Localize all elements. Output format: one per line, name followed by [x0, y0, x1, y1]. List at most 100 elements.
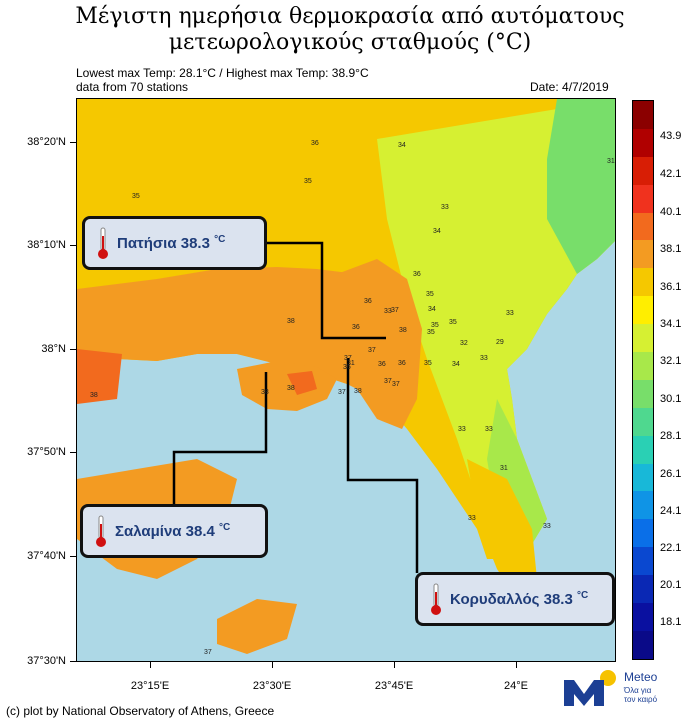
colorbar-cell — [633, 379, 653, 408]
land-hot-west — [77, 349, 122, 404]
colorbar-cell — [633, 575, 653, 604]
station-value: 36 — [311, 140, 319, 147]
colorbar-cell — [633, 463, 653, 492]
colorbar-label: 18.1 — [660, 616, 682, 628]
colorbar-label: 40.1 — [660, 206, 682, 218]
station-value: 35 — [449, 319, 457, 326]
callout-korydallos: Κορυδαλλός 38.3 °C — [415, 572, 615, 626]
colorbar-cell — [633, 296, 653, 325]
stations-count-text: data from 70 stations — [76, 80, 189, 94]
y-tick-3 — [70, 452, 76, 453]
station-value: 38 — [287, 385, 295, 392]
colorbar-label: 28.1 — [660, 430, 682, 442]
y-tick-4 — [70, 556, 76, 557]
colorbar-cell — [633, 352, 653, 380]
map-title-line1: Μέγιστη ημερήσια θερμοκρασία από αυτόματ… — [75, 4, 625, 29]
date-text: Date: 4/7/2019 — [530, 80, 609, 94]
station-value: 38 — [354, 388, 362, 395]
x-tick-2 — [394, 662, 395, 668]
colorbar — [632, 100, 654, 660]
land-west-orange — [77, 267, 417, 399]
land-northeast — [547, 99, 615, 274]
colorbar-cell — [633, 156, 653, 185]
station-value: 37 — [391, 307, 399, 314]
temp-range-text: Lowest max Temp: 28.1°C / Highest max Te… — [76, 66, 369, 80]
callout-patisia-text: Πατήσια 38.3 — [117, 235, 210, 252]
callout-korydallos-unit: °C — [576, 590, 589, 601]
station-value: 33 — [458, 426, 466, 433]
station-value: 37 — [368, 347, 376, 354]
station-value: 37 — [344, 355, 352, 362]
station-value: 35 — [304, 178, 312, 185]
station-value: 35 — [427, 329, 435, 336]
thermometer-icon — [95, 226, 111, 260]
y-label-3: 37°50'N — [27, 446, 66, 458]
colorbar-cell — [633, 630, 653, 659]
x-label-3: 24°E — [504, 680, 528, 692]
colorbar-label: 38.1 — [660, 243, 682, 255]
callout-korydallos-text: Κορυδαλλός 38.3 — [450, 591, 573, 608]
colorbar-cell — [633, 184, 653, 213]
colorbar-cell — [633, 435, 653, 464]
colorbar-label: 36.1 — [660, 281, 682, 293]
station-value: 35 — [132, 193, 140, 200]
station-value: 36 — [343, 364, 351, 371]
station-value: 31 — [500, 465, 508, 472]
station-value: 37 — [392, 381, 400, 388]
callout-salamina: Σαλαμίνα 38.4 °C — [80, 504, 268, 558]
colorbar-label: 42.1 — [660, 168, 682, 180]
x-tick-1 — [272, 662, 273, 668]
colorbar-label: 24.1 — [660, 505, 682, 517]
x-tick-0 — [150, 662, 151, 668]
station-value: 37 — [204, 649, 212, 656]
station-value: 33 — [485, 426, 493, 433]
peninsula-south — [467, 459, 537, 599]
station-value: 34 — [428, 306, 436, 313]
logo-tagline: Όλα για τον καιρό — [624, 686, 658, 704]
colorbar-cell — [633, 519, 653, 548]
y-label-1: 38°10'N — [27, 239, 66, 251]
colorbar-cell — [633, 240, 653, 269]
colorbar-label: 26.1 — [660, 468, 682, 480]
thermometer-icon — [93, 514, 109, 548]
station-value: 37 — [338, 389, 346, 396]
station-value: 34 — [433, 228, 441, 235]
station-value: 33 — [506, 310, 514, 317]
x-tick-3 — [516, 662, 517, 668]
colorbar-cell — [633, 212, 653, 241]
station-value: 35 — [431, 322, 439, 329]
station-value: 33 — [480, 355, 488, 362]
station-value: 32 — [460, 340, 468, 347]
station-value: 29 — [496, 339, 504, 346]
callout-salamina-text: Σαλαμίνα 38.4 — [115, 523, 215, 540]
y-label-4: 37°40'N — [27, 550, 66, 562]
map-title-line2: μετεωρολογικούς σταθμούς (°C) — [168, 30, 532, 55]
colorbar-label: 32.1 — [660, 355, 682, 367]
station-value: 35 — [426, 291, 434, 298]
station-value: 34 — [398, 142, 406, 149]
station-value: 33 — [543, 523, 551, 530]
station-value: 36 — [352, 324, 360, 331]
station-value: 38 — [261, 389, 269, 396]
callout-patisia-unit: °C — [214, 234, 226, 245]
station-value: 33 — [384, 308, 392, 315]
station-value: 35 — [424, 360, 432, 367]
station-value: 38 — [399, 327, 407, 334]
x-label-0: 23°15'E — [130, 680, 170, 692]
station-value: 38 — [90, 392, 98, 399]
colorbar-cell — [633, 491, 653, 520]
y-tick-0 — [70, 142, 76, 143]
station-value: 33 — [468, 515, 476, 522]
colorbar-cell — [633, 603, 653, 631]
colorbar-cell — [633, 407, 653, 436]
y-label-2: 38°N — [41, 343, 66, 355]
colorbar-cell — [633, 324, 653, 353]
callout-patisia: Πατήσια 38.3 °C — [82, 216, 267, 270]
station-value: 36 — [378, 361, 386, 368]
station-value: 36 — [413, 271, 421, 278]
y-tick-1 — [70, 245, 76, 246]
thermometer-icon — [428, 582, 444, 616]
station-value: 37 — [384, 378, 392, 385]
logo-name: Meteo — [624, 670, 658, 684]
